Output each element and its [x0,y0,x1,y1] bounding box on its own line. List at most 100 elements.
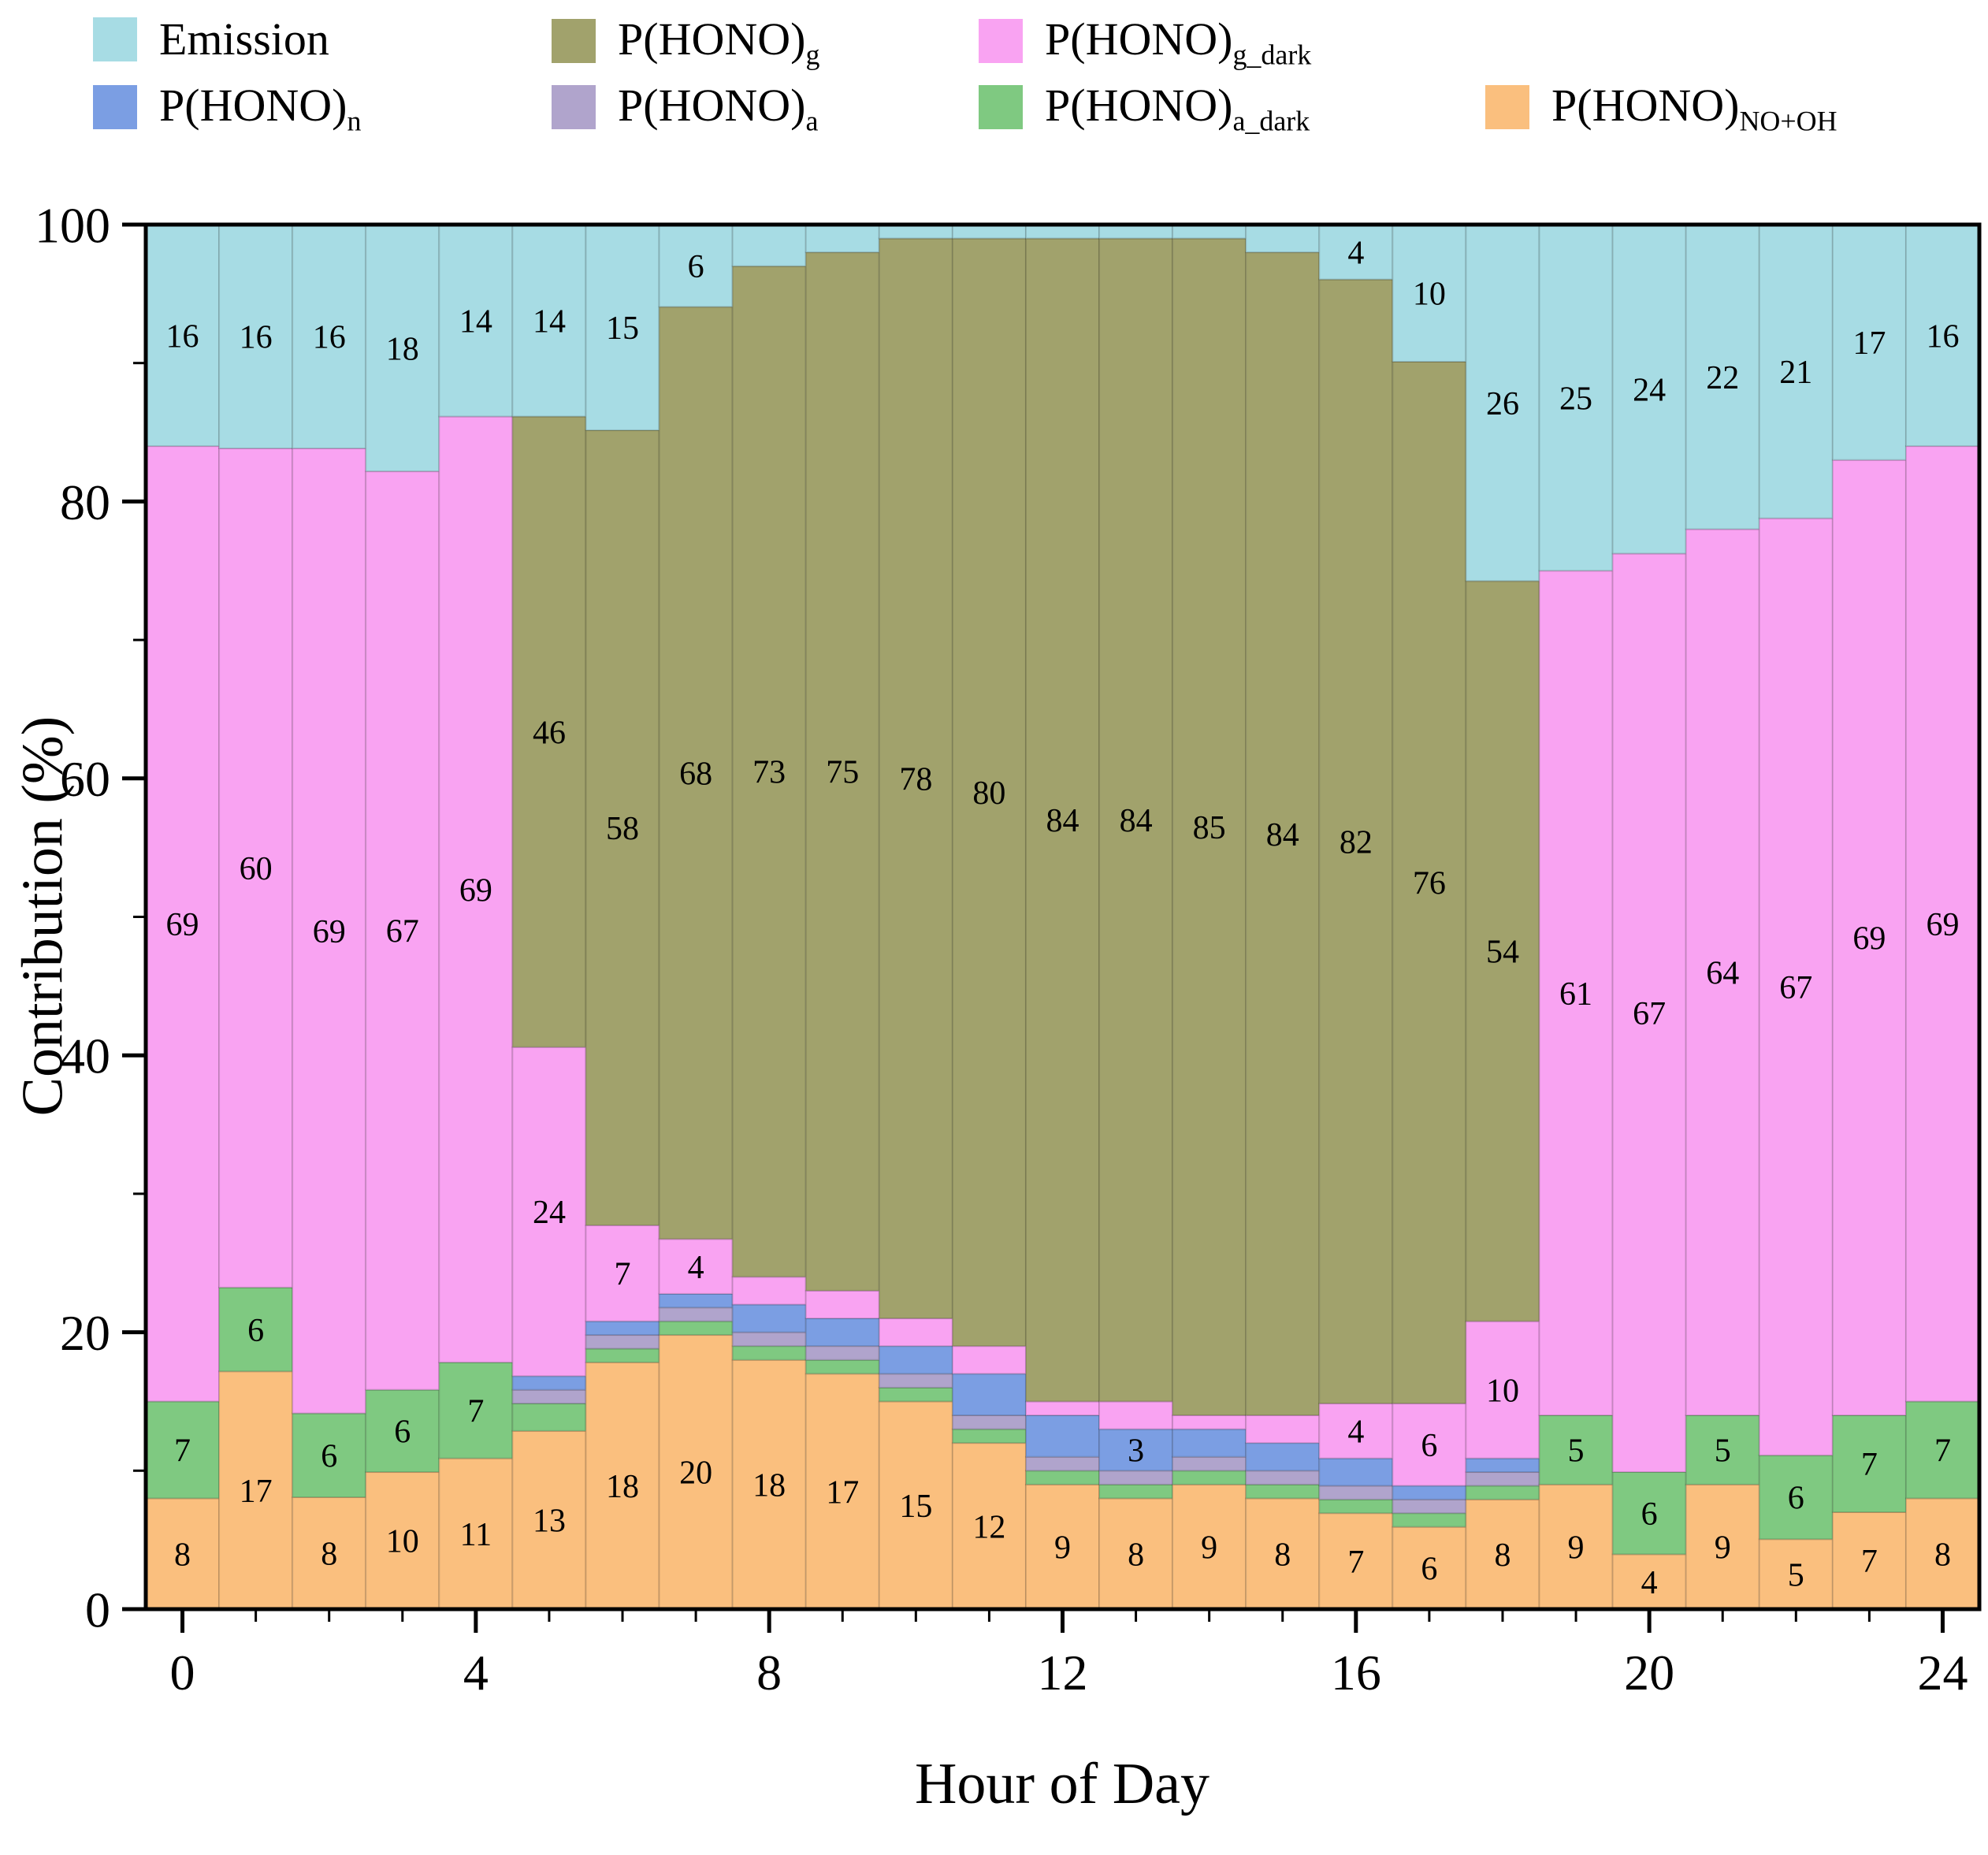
legend-label-n: P(HONO)n [159,80,362,137]
legend-swatch-n [93,85,137,130]
bar-segment-emission-h18 [1465,224,1540,582]
bar-value-label: 84 [1046,803,1079,839]
bar-segment-n-h17 [1392,1485,1467,1500]
bar-segment-no_oh-h16 [1318,1512,1394,1611]
bar-segment-a_dark-h17 [1392,1512,1467,1528]
x-tick-label: 8 [756,1645,782,1701]
bar-value-label: 10 [1486,1373,1519,1409]
bar-segment-emission-h15 [1245,224,1321,254]
legend-item-n: P(HONO)n [93,79,361,136]
bar-value-label: 8 [1934,1537,1951,1573]
bar-value-label: 16 [240,320,273,356]
bar-segment-a_dark-h3 [365,1388,440,1474]
bar-value-label: 8 [1494,1537,1511,1574]
bar-value-label: 9 [1054,1530,1071,1567]
bar-segment-g_dark-h19 [1538,570,1614,1417]
bar-value-label: 17 [826,1474,859,1511]
bar-segment-n-h15 [1245,1442,1321,1472]
bar-value-label: 69 [1852,921,1886,957]
bar-value-label: 80 [972,775,1005,812]
bar-segment-no_oh-h19 [1538,1483,1614,1610]
bar-segment-no_oh-h6 [585,1361,660,1611]
y-axis-title: Contribution (%) [10,716,76,1117]
legend-label-g: P(HONO)g [618,13,820,71]
bar-segment-a_dark-h18 [1465,1485,1540,1500]
bar-segment-a-h5 [511,1388,587,1405]
bar-segment-no_oh-h8 [731,1359,807,1610]
bar-segment-a_dark-h5 [511,1403,587,1432]
bar-segment-no_oh-h3 [365,1471,440,1610]
bar-value-label: 46 [533,715,566,751]
legend-swatch-g_dark [979,19,1023,64]
bar-segment-g-h5 [511,415,587,1048]
bar-value-label: 67 [386,914,419,950]
bar-segment-emission-h10 [878,224,953,240]
bar-segment-g_dark-h8 [731,1276,807,1306]
bar-segment-a_dark-h22 [1758,1454,1834,1541]
bar-segment-no_oh-h9 [804,1373,880,1611]
x-axis-title: Hour of Day [914,1752,1210,1816]
bar-segment-g_dark-h10 [878,1318,953,1348]
bar-segment-g_dark-h11 [951,1345,1027,1375]
bar-value-label: 4 [1641,1565,1658,1601]
bar-segment-a_dark-h10 [878,1386,953,1403]
legend-item-g: P(HONO)g [552,13,819,70]
bar-value-label: 21 [1779,355,1812,391]
bar-segment-n-h10 [878,1345,953,1375]
bar-segment-emission-h6 [585,224,660,431]
legend-item-emission: Emission [93,13,329,65]
bar-segment-a_dark-h1 [218,1286,294,1373]
bar-segment-a-h10 [878,1373,953,1388]
bar-value-label: 24 [533,1195,566,1231]
bar-segment-a_dark-h15 [1245,1483,1321,1500]
legend-swatch-a [552,85,596,130]
bar-value-label: 13 [533,1504,566,1540]
bar-value-label: 15 [899,1489,932,1525]
bar-segment-a-h15 [1245,1470,1321,1485]
x-tick-label: 24 [1917,1645,1968,1701]
bar-value-label: 22 [1706,360,1739,396]
y-tick-label: 20 [60,1305,110,1361]
bar-segment-emission-h20 [1611,224,1687,555]
bar-value-label: 4 [1347,235,1364,271]
bar-value-label: 64 [1706,955,1739,991]
bar-value-label: 16 [166,318,199,355]
plot-frame [143,222,1982,1612]
bar-segment-g_dark-h15 [1245,1414,1321,1444]
bar-segment-a_dark-h11 [951,1428,1027,1444]
bar-value-label: 9 [1568,1530,1585,1567]
bar-value-label: 6 [394,1414,411,1451]
bar-value-label: 6 [1641,1496,1658,1533]
bar-segment-g-h14 [1172,237,1247,1417]
bar-segment-g_dark-h1 [218,447,294,1288]
bar-segment-a_dark-h12 [1024,1470,1101,1485]
bar-value-label: 5 [1568,1433,1585,1470]
bar-segment-n-h12 [1024,1414,1101,1458]
bar-value-label: 18 [386,331,419,367]
bar-segment-g_dark-h14 [1172,1414,1247,1430]
bar-value-label: 7 [1347,1545,1364,1581]
bar-value-label: 6 [1788,1481,1804,1517]
bar-segment-emission-h19 [1538,224,1614,572]
bar-value-label: 67 [1779,970,1812,1006]
legend-label-emission: Emission [159,13,329,65]
bar-value-label: 9 [1201,1530,1217,1567]
bar-value-label: 69 [313,914,346,950]
bar-segment-no_oh-h21 [1685,1483,1760,1610]
bar-value-label: 54 [1486,935,1519,971]
bar-segment-g-h8 [731,265,807,1278]
bar-segment-emission-h11 [951,224,1027,240]
bar-value-label: 7 [174,1433,191,1470]
bar-segment-a-h11 [951,1414,1027,1430]
y-tick-label: 80 [60,474,110,530]
bar-segment-n-h7 [658,1292,734,1309]
bar-segment-a-h8 [731,1331,807,1348]
bar-segment-a_dark-h23 [1831,1414,1907,1514]
bar-segment-emission-h14 [1172,224,1247,240]
y-tick-label: 100 [35,197,110,253]
bar-segment-a-h7 [658,1307,734,1322]
bar-value-label: 18 [606,1469,639,1505]
bar-value-label: 14 [459,303,492,340]
bar-value-label: 4 [1347,1414,1364,1451]
